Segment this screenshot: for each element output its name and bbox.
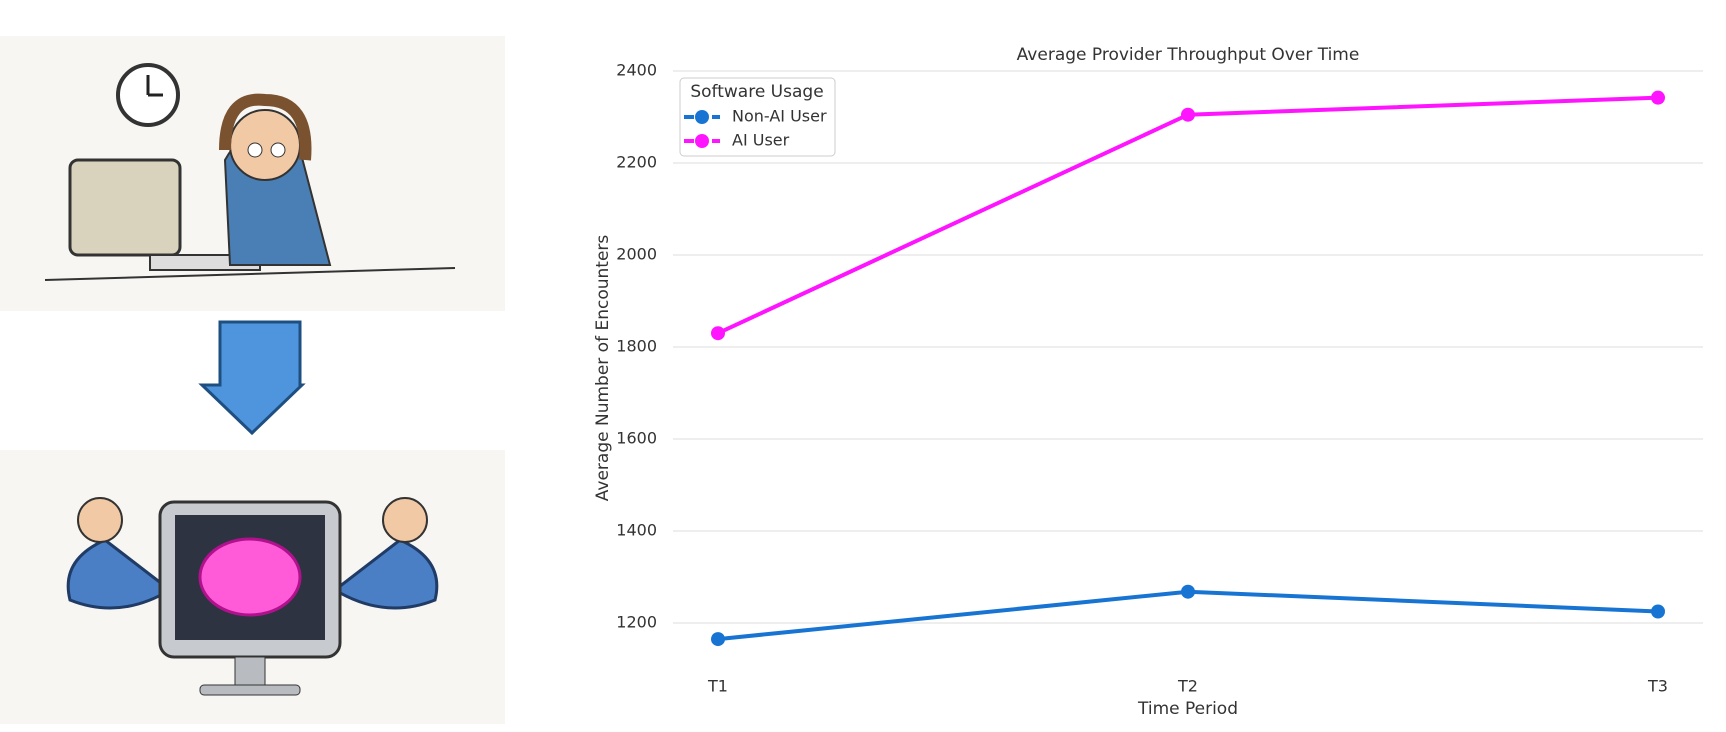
grid: 1200 1400 1600 1800 2000 2200 2400 T1 T2 T3	[616, 61, 1703, 696]
plot	[711, 90, 1665, 647]
legend-label: Non-AI User	[732, 107, 827, 126]
x-tick-label: T2	[1177, 677, 1198, 696]
data-point	[711, 326, 725, 341]
monitor	[68, 158, 182, 257]
y-tick-label: 1400	[616, 521, 657, 540]
y-tick-label: 1600	[616, 429, 657, 448]
fist	[77, 497, 123, 543]
arm	[332, 538, 439, 610]
y-tick-label: 2200	[616, 153, 657, 172]
data-point	[1181, 107, 1195, 122]
legend-title: Software Usage	[690, 82, 823, 102]
y-tick-label: 2400	[616, 61, 657, 80]
desk	[44, 267, 456, 281]
x-axis-label: Time Period	[1137, 699, 1238, 719]
data-point	[1651, 90, 1665, 105]
head	[229, 109, 301, 181]
arrow	[198, 320, 306, 436]
y-tick-label: 1200	[616, 613, 657, 632]
data-point	[1651, 604, 1665, 619]
x-tick-label: T1	[707, 677, 728, 696]
hair	[219, 93, 312, 161]
fist	[382, 497, 428, 543]
eye	[247, 142, 263, 158]
illustrations	[0, 36, 505, 724]
arm	[66, 538, 173, 610]
y-axis-label: Average Number of Encounters	[593, 235, 613, 502]
eye	[270, 142, 286, 158]
y-tick-label: 2000	[616, 245, 657, 264]
data-point	[711, 632, 725, 647]
legend-box	[679, 77, 836, 157]
x-tick-label: T3	[1647, 677, 1668, 696]
data-point	[1181, 584, 1195, 599]
legend-label: AI User	[732, 131, 790, 150]
legend-marker	[695, 110, 709, 124]
brain	[198, 537, 302, 617]
legend: Software Usage Non-AI User AI User	[679, 77, 836, 157]
legend-marker	[695, 134, 709, 148]
y-tick-label: 1800	[616, 337, 657, 356]
base	[199, 684, 301, 696]
series-line	[717, 95, 1659, 336]
stand	[234, 656, 266, 686]
chart-title: Average Provider Throughput Over Time	[1017, 45, 1360, 65]
series-line	[717, 589, 1659, 642]
